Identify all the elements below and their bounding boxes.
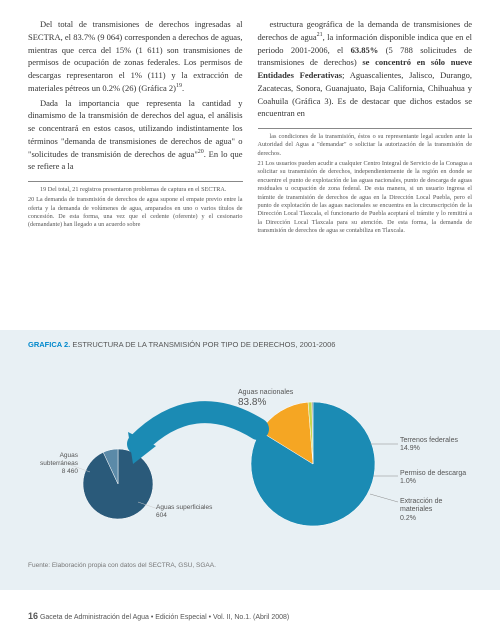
label-extraccion: Extracción de materiales 0.2%	[400, 498, 472, 523]
label-terrenos-val: 14.9%	[400, 445, 420, 452]
right-column: estructura geográfica de la demanda de t…	[258, 18, 473, 237]
label-descarga-val: 1.0%	[400, 478, 416, 485]
chart-section: GRAFICA 2. ESTRUCTURA DE LA TRANSMISIÓN …	[0, 330, 500, 590]
sub-pie	[83, 449, 153, 519]
footnotes-left: 19 Del total, 21 registros presentaron p…	[28, 181, 243, 230]
footnote-19: 19 Del total, 21 registros presentaron p…	[28, 186, 243, 194]
label-sup-val: 604	[156, 512, 167, 519]
left-p1-text: Del total de transmisiones de derechos i…	[28, 19, 243, 93]
chart-container: Aguas nacionales 83.8% Terrenos federale…	[28, 354, 472, 554]
label-aguas-nacionales-text: Aguas nacionales	[238, 389, 293, 396]
label-aguas-nacionales-val: 83.8%	[238, 397, 266, 408]
left-column: Del total de transmisiones de derechos i…	[28, 18, 243, 237]
label-extraccion-text: Extracción de materiales	[400, 498, 442, 513]
main-pie	[251, 402, 375, 526]
footnotes-right: las condiciones de la transmisión, éstos…	[258, 128, 473, 235]
chart-title-prefix: GRAFICA 2.	[28, 340, 70, 349]
chart-title: GRAFICA 2. ESTRUCTURA DE LA TRANSMISIÓN …	[28, 340, 472, 349]
label-descarga: Permiso de descarga 1.0%	[400, 470, 466, 487]
label-descarga-text: Permiso de descarga	[400, 470, 466, 477]
label-superficiales: Aguas superficiales 604	[156, 504, 212, 520]
chart-source: Fuente: Elaboración propia con datos del…	[28, 562, 472, 569]
label-terrenos-text: Terrenos federales	[400, 437, 458, 444]
label-terrenos: Terrenos federales 14.9%	[400, 437, 458, 454]
page-number: 16	[28, 611, 38, 621]
label-sub-text: Aguas subterráneas	[40, 452, 78, 467]
right-p1-bold1: 63.85%	[351, 45, 379, 55]
footnote-20: 20 La demanda de transmisión de derechos…	[28, 196, 243, 229]
chart-svg	[28, 354, 472, 554]
left-para-2: Dada la importancia que representa la ca…	[28, 97, 243, 174]
footnote-21: 21 Los usuarios pueden acudir a cualquie…	[258, 160, 473, 235]
left-para-1: Del total de transmisiones de derechos i…	[28, 18, 243, 95]
text-columns: Del total de transmisiones de derechos i…	[0, 0, 500, 237]
right-para-1: estructura geográfica de la demanda de t…	[258, 18, 473, 120]
page-footer: 16 Gaceta de Administración del Agua • E…	[28, 611, 289, 621]
left-p1-end: .	[182, 83, 184, 93]
arrow-band	[138, 412, 258, 444]
footer-text: Gaceta de Administración del Agua • Edic…	[38, 614, 289, 621]
footnote-right-cont: las condiciones de la transmisión, éstos…	[258, 133, 473, 158]
label-aguas-nacionales: Aguas nacionales 83.8%	[238, 389, 293, 409]
label-sup-text: Aguas superficiales	[156, 504, 212, 511]
label-subterraneas: Aguas subterráneas 8 460	[28, 452, 78, 475]
label-extraccion-val: 0.2%	[400, 515, 416, 522]
label-sub-val: 8 460	[62, 468, 78, 475]
chart-title-text: ESTRUCTURA DE LA TRANSMISIÓN POR TIPO DE…	[70, 340, 335, 349]
leader-extraccion	[370, 494, 398, 502]
